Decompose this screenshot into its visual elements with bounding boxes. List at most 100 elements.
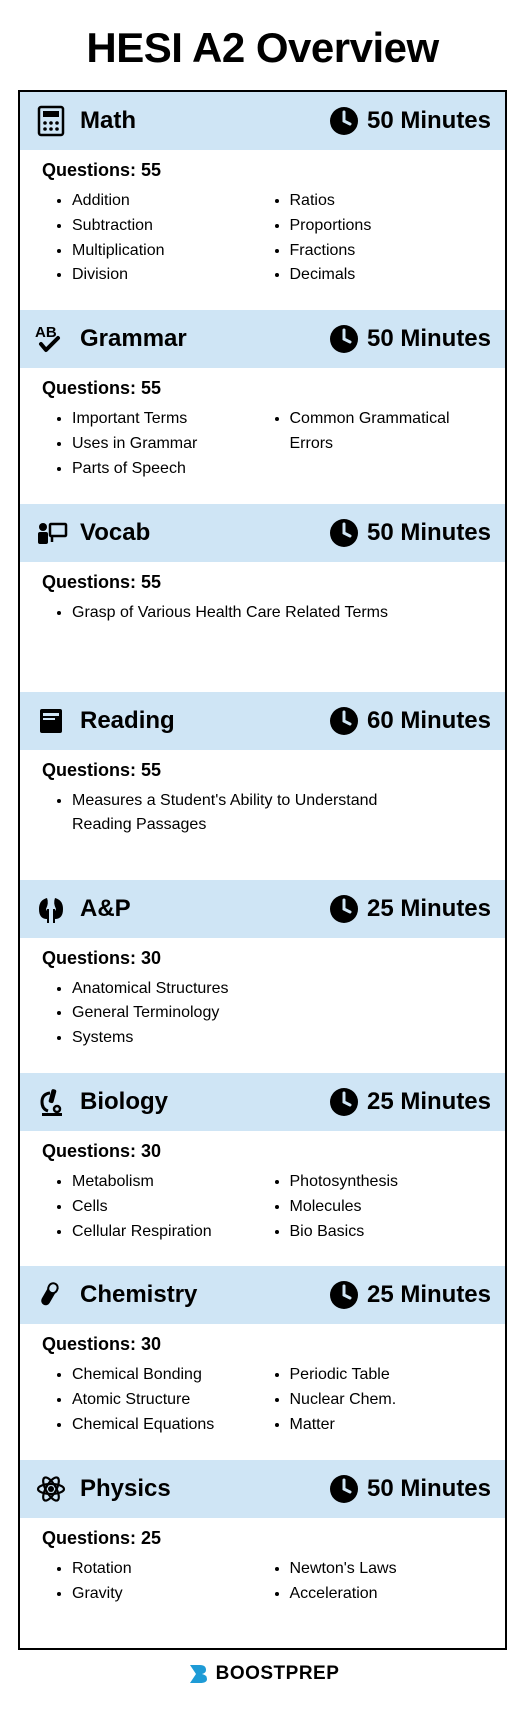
page-title: HESI A2 Overview <box>18 24 507 72</box>
topics: Important TermsUses in GrammarParts of S… <box>38 407 487 481</box>
topic-item: Division <box>72 263 270 288</box>
questions-count: Questions: 55 <box>38 160 487 181</box>
section-header: Physics 50 Minutes <box>20 1460 505 1518</box>
microscope-icon <box>34 1085 68 1119</box>
topic-item: Bio Basics <box>290 1220 488 1245</box>
questions-count: Questions: 30 <box>38 1141 487 1162</box>
clock-icon <box>329 894 359 924</box>
section-title: Chemistry <box>80 1281 197 1309</box>
topic-item: Grasp of Various Health Care Related Ter… <box>72 601 392 626</box>
topics: Chemical BondingAtomic StructureChemical… <box>38 1363 487 1437</box>
topic-item: Systems <box>72 1026 392 1051</box>
topics: Grasp of Various Health Care Related Ter… <box>38 601 487 626</box>
topic-item: Nuclear Chem. <box>290 1388 488 1413</box>
section-title: Physics <box>80 1475 171 1503</box>
topics-left: Anatomical StructuresGeneral Terminology… <box>72 977 392 1051</box>
section-body: Questions: 25 RotationGravity Newton's L… <box>20 1518 505 1648</box>
abc-check-icon: AB <box>34 322 68 356</box>
topic-item: Acceleration <box>290 1582 488 1607</box>
section-body: Questions: 55 Measures a Student's Abili… <box>20 750 505 880</box>
topic-item: Important Terms <box>72 407 270 432</box>
topic-item: Parts of Speech <box>72 457 270 482</box>
section-grammar: AB Grammar 50 Minutes Questions: 55 Impo… <box>20 310 505 503</box>
topics-right: Periodic TableNuclear Chem.Matter <box>290 1363 488 1437</box>
section-vocab: Vocab 50 Minutes Questions: 55 Grasp of … <box>20 504 505 692</box>
topics: RotationGravity Newton's LawsAcceleratio… <box>38 1557 487 1607</box>
section-reading: Reading 60 Minutes Questions: 55 Measure… <box>20 692 505 880</box>
section-title: Biology <box>80 1088 168 1116</box>
topics-left: Grasp of Various Health Care Related Ter… <box>72 601 392 626</box>
topics: AdditionSubtractionMultiplicationDivisio… <box>38 189 487 288</box>
section-body: Questions: 55 AdditionSubtractionMultipl… <box>20 150 505 310</box>
section-title: Grammar <box>80 325 187 353</box>
clock-icon <box>329 518 359 548</box>
section-title: Vocab <box>80 519 150 547</box>
topics-left: Chemical BondingAtomic StructureChemical… <box>72 1363 270 1437</box>
section-biology: Biology 25 Minutes Questions: 30 Metabol… <box>20 1073 505 1266</box>
section-header: Math 50 Minutes <box>20 92 505 150</box>
topic-item: Anatomical Structures <box>72 977 392 1002</box>
kidneys-icon <box>34 892 68 926</box>
topics-right: PhotosynthesisMoleculesBio Basics <box>290 1170 488 1244</box>
questions-count: Questions: 30 <box>38 948 487 969</box>
book-icon <box>34 704 68 738</box>
section-title: A&P <box>80 895 131 923</box>
topics: MetabolismCellsCellular Respiration Phot… <box>38 1170 487 1244</box>
clock-icon <box>329 106 359 136</box>
section-time: 60 Minutes <box>367 707 491 735</box>
section-time: 50 Minutes <box>367 107 491 135</box>
section-header: AB Grammar 50 Minutes <box>20 310 505 368</box>
calculator-icon <box>34 104 68 138</box>
questions-count: Questions: 55 <box>38 760 487 781</box>
section-time: 50 Minutes <box>367 1475 491 1503</box>
sections-card: Math 50 Minutes Questions: 55 AdditionSu… <box>18 90 507 1650</box>
topic-item: Photosynthesis <box>290 1170 488 1195</box>
section-body: Questions: 55 Important TermsUses in Gra… <box>20 368 505 503</box>
questions-count: Questions: 30 <box>38 1334 487 1355</box>
topics-right: Newton's LawsAcceleration <box>290 1557 488 1607</box>
section-title: Reading <box>80 707 175 735</box>
topics-left: Measures a Student's Ability to Understa… <box>72 789 392 839</box>
section-body: Questions: 30 MetabolismCellsCellular Re… <box>20 1131 505 1266</box>
topic-item: Rotation <box>72 1557 270 1582</box>
questions-count: Questions: 55 <box>38 572 487 593</box>
topic-item: Ratios <box>290 189 488 214</box>
topics-left: RotationGravity <box>72 1557 270 1607</box>
topic-item: Matter <box>290 1413 488 1438</box>
clock-icon <box>329 324 359 354</box>
section-chemistry: Chemistry 25 Minutes Questions: 30 Chemi… <box>20 1266 505 1459</box>
section-time: 50 Minutes <box>367 325 491 353</box>
topics-left: Important TermsUses in GrammarParts of S… <box>72 407 270 481</box>
topic-item: Chemical Equations <box>72 1413 270 1438</box>
section-body: Questions: 30 Chemical BondingAtomic Str… <box>20 1324 505 1459</box>
topic-item: Addition <box>72 189 270 214</box>
brand-logo-icon <box>186 1662 210 1686</box>
section-body: Questions: 30 Anatomical StructuresGener… <box>20 938 505 1073</box>
topic-item: Common Grammatical Errors <box>290 407 488 457</box>
section-math: Math 50 Minutes Questions: 55 AdditionSu… <box>20 92 505 310</box>
section-header: Chemistry 25 Minutes <box>20 1266 505 1324</box>
questions-count: Questions: 25 <box>38 1528 487 1549</box>
topic-item: General Terminology <box>72 1001 392 1026</box>
topic-item: Gravity <box>72 1582 270 1607</box>
section-header: A&P 25 Minutes <box>20 880 505 938</box>
section-header: Reading 60 Minutes <box>20 692 505 750</box>
section-time: 25 Minutes <box>367 895 491 923</box>
topic-item: Decimals <box>290 263 488 288</box>
topic-item: Newton's Laws <box>290 1557 488 1582</box>
section-physics: Physics 50 Minutes Questions: 25 Rotatio… <box>20 1460 505 1648</box>
footer: BOOSTPREP <box>18 1650 507 1686</box>
section-header: Biology 25 Minutes <box>20 1073 505 1131</box>
topic-item: Cells <box>72 1195 270 1220</box>
teacher-icon <box>34 516 68 550</box>
footer-brand: BOOSTPREP <box>216 1663 340 1685</box>
topic-item: Uses in Grammar <box>72 432 270 457</box>
topic-item: Proportions <box>290 214 488 239</box>
topic-item: Metabolism <box>72 1170 270 1195</box>
topic-item: Molecules <box>290 1195 488 1220</box>
section-time: 25 Minutes <box>367 1281 491 1309</box>
clock-icon <box>329 1280 359 1310</box>
topics-right: RatiosProportionsFractionsDecimals <box>290 189 488 288</box>
topic-item: Subtraction <box>72 214 270 239</box>
clock-icon <box>329 1474 359 1504</box>
